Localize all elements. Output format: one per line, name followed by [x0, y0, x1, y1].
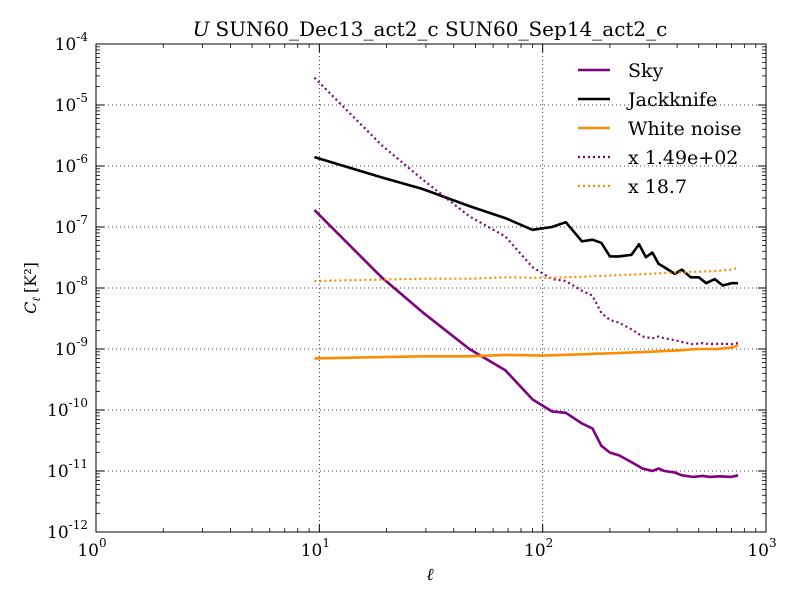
y-tick-label: 10-4	[55, 30, 89, 55]
y-axis-label: Cℓ [K²]	[21, 262, 43, 314]
y-tick-labels: 10-12 10-11 10-10 10-9 10-8 10-7 10-6 10-5 10-4	[47, 30, 88, 543]
y-tick-label: 10-9	[55, 335, 88, 360]
axis-ticks	[95, 43, 767, 533]
series-line-3	[313, 76, 739, 346]
y-tick-label: 10-5	[55, 91, 88, 116]
series-line-4	[314, 266, 739, 283]
legend: Sky Jackknife White noise x 1.49e+02 x 18.7	[578, 60, 742, 198]
chart-title-text: SUN60_Dec13_act2_c SUN60_Sep14_act2_c	[216, 17, 668, 41]
y-tick-label: 10-11	[47, 457, 88, 482]
y-axis-label-main: C	[21, 302, 40, 314]
legend-label-2: White noise	[628, 118, 742, 140]
grid-lines	[96, 44, 766, 532]
x-tick-labels: 100 101 102 103	[77, 536, 776, 561]
x-tick-label: 100	[77, 536, 106, 561]
y-tick-label: 10-6	[55, 152, 88, 177]
y-tick-label: 10-8	[55, 274, 88, 299]
legend-label-4: x 18.7	[628, 176, 687, 198]
series-line-1	[314, 155, 739, 287]
x-tick-label: 101	[301, 536, 330, 561]
y-axis-label-units: [K²]	[21, 262, 40, 293]
y-tick-label: 10-10	[47, 396, 88, 421]
legend-label-3: x 1.49e+02	[628, 147, 738, 169]
x-tick-label: 102	[524, 536, 553, 561]
series-line-0	[313, 209, 739, 479]
y-tick-label: 10-7	[55, 213, 88, 238]
y-tick-label: 10-12	[47, 518, 88, 543]
x-axis-label: ℓ	[426, 565, 433, 585]
series-line-2	[314, 344, 739, 360]
chart-title-italic: U	[193, 17, 211, 41]
legend-label-1: Jackknife	[626, 89, 717, 111]
series-layer	[313, 76, 739, 479]
y-axis-label-sub: ℓ	[30, 297, 43, 302]
chart-title: U SUN60_Dec13_act2_c SUN60_Sep14_act2_c	[193, 17, 668, 41]
x-tick-label: 103	[747, 536, 776, 561]
legend-label-0: Sky	[628, 60, 664, 82]
